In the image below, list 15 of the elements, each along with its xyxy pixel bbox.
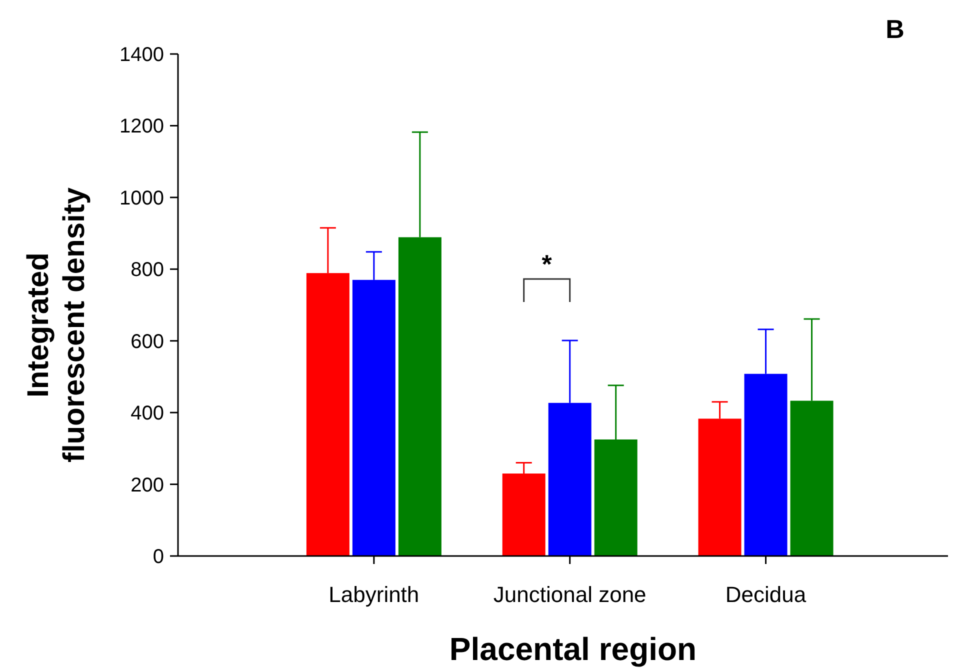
y-tick-label: 600: [130, 330, 164, 353]
y-tick-label: 800: [130, 259, 164, 282]
x-tick-label: Junctional zone: [493, 582, 646, 607]
y-tick-label: 1000: [120, 187, 164, 210]
x-tick-label: Decidua: [725, 582, 807, 607]
y-tick-label: 200: [130, 474, 164, 496]
annotation: *: [542, 249, 553, 279]
x-axis-title: Placental region: [449, 631, 697, 667]
y-tick-label: 400: [130, 402, 164, 425]
y-tick-label: 1400: [120, 44, 164, 66]
y-tick-label: 0: [152, 546, 164, 568]
x-tick-label: Labyrinth: [328, 582, 420, 607]
y-axis-title: Integrated fluorescent density: [22, 187, 91, 463]
text: B: [886, 14, 904, 44]
y-tick-label: 1200: [120, 116, 164, 138]
